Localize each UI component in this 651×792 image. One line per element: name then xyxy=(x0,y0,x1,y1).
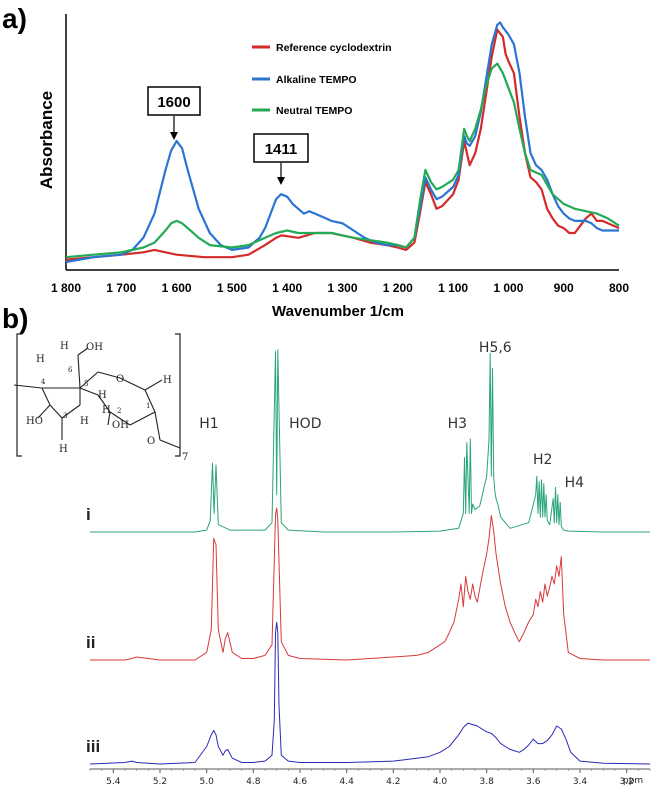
spectrum-iii xyxy=(89,621,651,765)
panel-b-x-tick-4-4: 4.4 xyxy=(340,777,355,787)
structure-bonds xyxy=(13,347,181,449)
panel-a-x-tick-1-200: 1 200 xyxy=(383,281,413,295)
panel-b-x-tick-labels: 5.4 5.2 5.0 4.8 4.6 4.4 4.2 4.0 3.8 3.6 3.4 3.2 xyxy=(89,769,651,787)
structure-atom-labels: H OH 6 H 4 5 O H HO 3 H H OH 2 1 H H O xyxy=(26,341,172,455)
annotation-1600-box xyxy=(147,86,201,116)
legend-label-neutral: Neutral TEMPO xyxy=(276,105,352,117)
panel-a-x-tick-1-800: 1 800 xyxy=(51,281,81,295)
panel-a-y-axis-label: Absorbance xyxy=(37,91,56,189)
spectrum-label-iii: iii xyxy=(86,737,100,756)
svg-text:5: 5 xyxy=(84,380,88,388)
peak-label-h1: H1 xyxy=(199,416,218,432)
peak-label-h4: H4 xyxy=(565,475,585,491)
svg-text:H: H xyxy=(102,405,111,416)
panel-a-x-tick-1-500: 1 500 xyxy=(217,281,247,295)
panel-b-spectra xyxy=(89,349,651,765)
peak-label-hod: HOD xyxy=(289,416,321,432)
panel-a-x-tick-labels: 1 800 1 700 1 600 1 500 1 400 1 300 1 200 1 100… xyxy=(51,281,629,295)
spectrum-ii xyxy=(90,507,650,661)
panel-b-label: b) xyxy=(2,303,28,334)
panel-a-series-lines xyxy=(65,21,620,264)
panel-b-x-axis-label: ppm xyxy=(623,776,643,786)
svg-text:O: O xyxy=(147,436,155,447)
svg-text:H: H xyxy=(163,375,172,386)
panel-b-x-tick-5-0: 5.0 xyxy=(200,777,215,787)
panel-b-x-tick-5-2: 5.2 xyxy=(153,777,167,787)
peak-label-h5-6: H5,6 xyxy=(479,340,512,356)
svg-text:O: O xyxy=(116,374,124,385)
svg-text:H: H xyxy=(36,354,45,365)
annotation-1411-text: 1411 xyxy=(265,141,298,158)
panel-b-x-tick-4-2: 4.2 xyxy=(386,777,400,787)
panel-a-legend: Reference cyclodextrin Alkaline TEMPO Ne… xyxy=(252,42,392,117)
svg-text:H: H xyxy=(98,390,107,401)
panel-b-x-tick-4-0: 4.0 xyxy=(433,777,448,787)
panel-a-x-tick-800: 800 xyxy=(609,281,629,295)
spectrum-label-ii: ii xyxy=(86,633,95,652)
peak-label-h2: H2 xyxy=(533,452,552,468)
svg-text:H: H xyxy=(80,416,89,427)
panel-a-x-tick-1-000: 1 000 xyxy=(493,281,523,295)
svg-text:1: 1 xyxy=(146,402,150,410)
svg-text:3: 3 xyxy=(63,412,67,420)
peak-label-h3: H3 xyxy=(448,416,467,432)
panel-a-x-tick-1-700: 1 700 xyxy=(106,281,136,295)
panel-a-x-axis-label: Wavenumber 1/cm xyxy=(272,303,404,320)
spectrum-label-i: i xyxy=(86,505,91,524)
panel-a-x-tick-1-300: 1 300 xyxy=(327,281,357,295)
panel-b-nmr-chart: b) 7 xyxy=(2,303,651,787)
panel-b-x-tick-4-6: 4.6 xyxy=(293,777,308,787)
panel-b-x-tick-3-4: 3.4 xyxy=(573,777,588,787)
svg-text:2: 2 xyxy=(117,407,121,415)
spectrum-i xyxy=(90,349,650,533)
annotation-1600: 1600 xyxy=(147,86,201,140)
structure-subscript: 7 xyxy=(182,452,188,463)
panel-b-x-tick-3-2: 3.2 xyxy=(620,777,634,787)
panel-a-x-tick-1-400: 1 400 xyxy=(272,281,302,295)
svg-text:H: H xyxy=(59,444,68,455)
cyclodextrin-structure: 7 xyxy=(13,333,188,463)
panel-b-x-tick-5-4: 5.4 xyxy=(106,777,121,787)
annotation-1411-box xyxy=(253,133,309,163)
svg-text:6: 6 xyxy=(68,366,73,374)
series-line-neutral-tempo xyxy=(65,62,620,259)
panel-b-x-tick-3-8: 3.8 xyxy=(480,777,495,787)
annotation-1411: 1411 xyxy=(253,133,309,185)
panel-b-peak-labels: H1 HOD H3 H5,6 H2 H4 xyxy=(199,340,584,491)
svg-text:HO: HO xyxy=(26,416,43,427)
structure-bracket-left xyxy=(16,333,22,457)
svg-text:OH: OH xyxy=(86,342,103,353)
svg-text:H: H xyxy=(60,341,69,352)
panel-b-x-tick-3-6: 3.6 xyxy=(526,777,541,787)
panel-a-label: a) xyxy=(2,3,27,34)
svg-text:OH: OH xyxy=(112,420,129,431)
legend-label-alkaline: Alkaline TEMPO xyxy=(276,74,357,86)
panel-a-x-tick-1-600: 1 600 xyxy=(162,281,192,295)
annotation-1411-arrowhead xyxy=(277,177,285,185)
panel-a-x-tick-1-100: 1 100 xyxy=(438,281,468,295)
panel-a-ftir-chart: a) Absorbance Wavenumber 1/cm 1 800 1 700… xyxy=(2,3,629,320)
annotation-1600-text: 1600 xyxy=(157,94,190,111)
panel-b-x-tick-4-8: 4.8 xyxy=(246,777,261,787)
svg-text:4: 4 xyxy=(41,378,46,386)
legend-label-reference: Reference cyclodextrin xyxy=(276,42,392,54)
structure-bracket-right xyxy=(175,333,181,457)
series-line-alkaline-tempo xyxy=(65,21,619,264)
annotation-1600-arrowhead xyxy=(170,132,178,140)
panel-a-x-tick-900: 900 xyxy=(554,281,574,295)
